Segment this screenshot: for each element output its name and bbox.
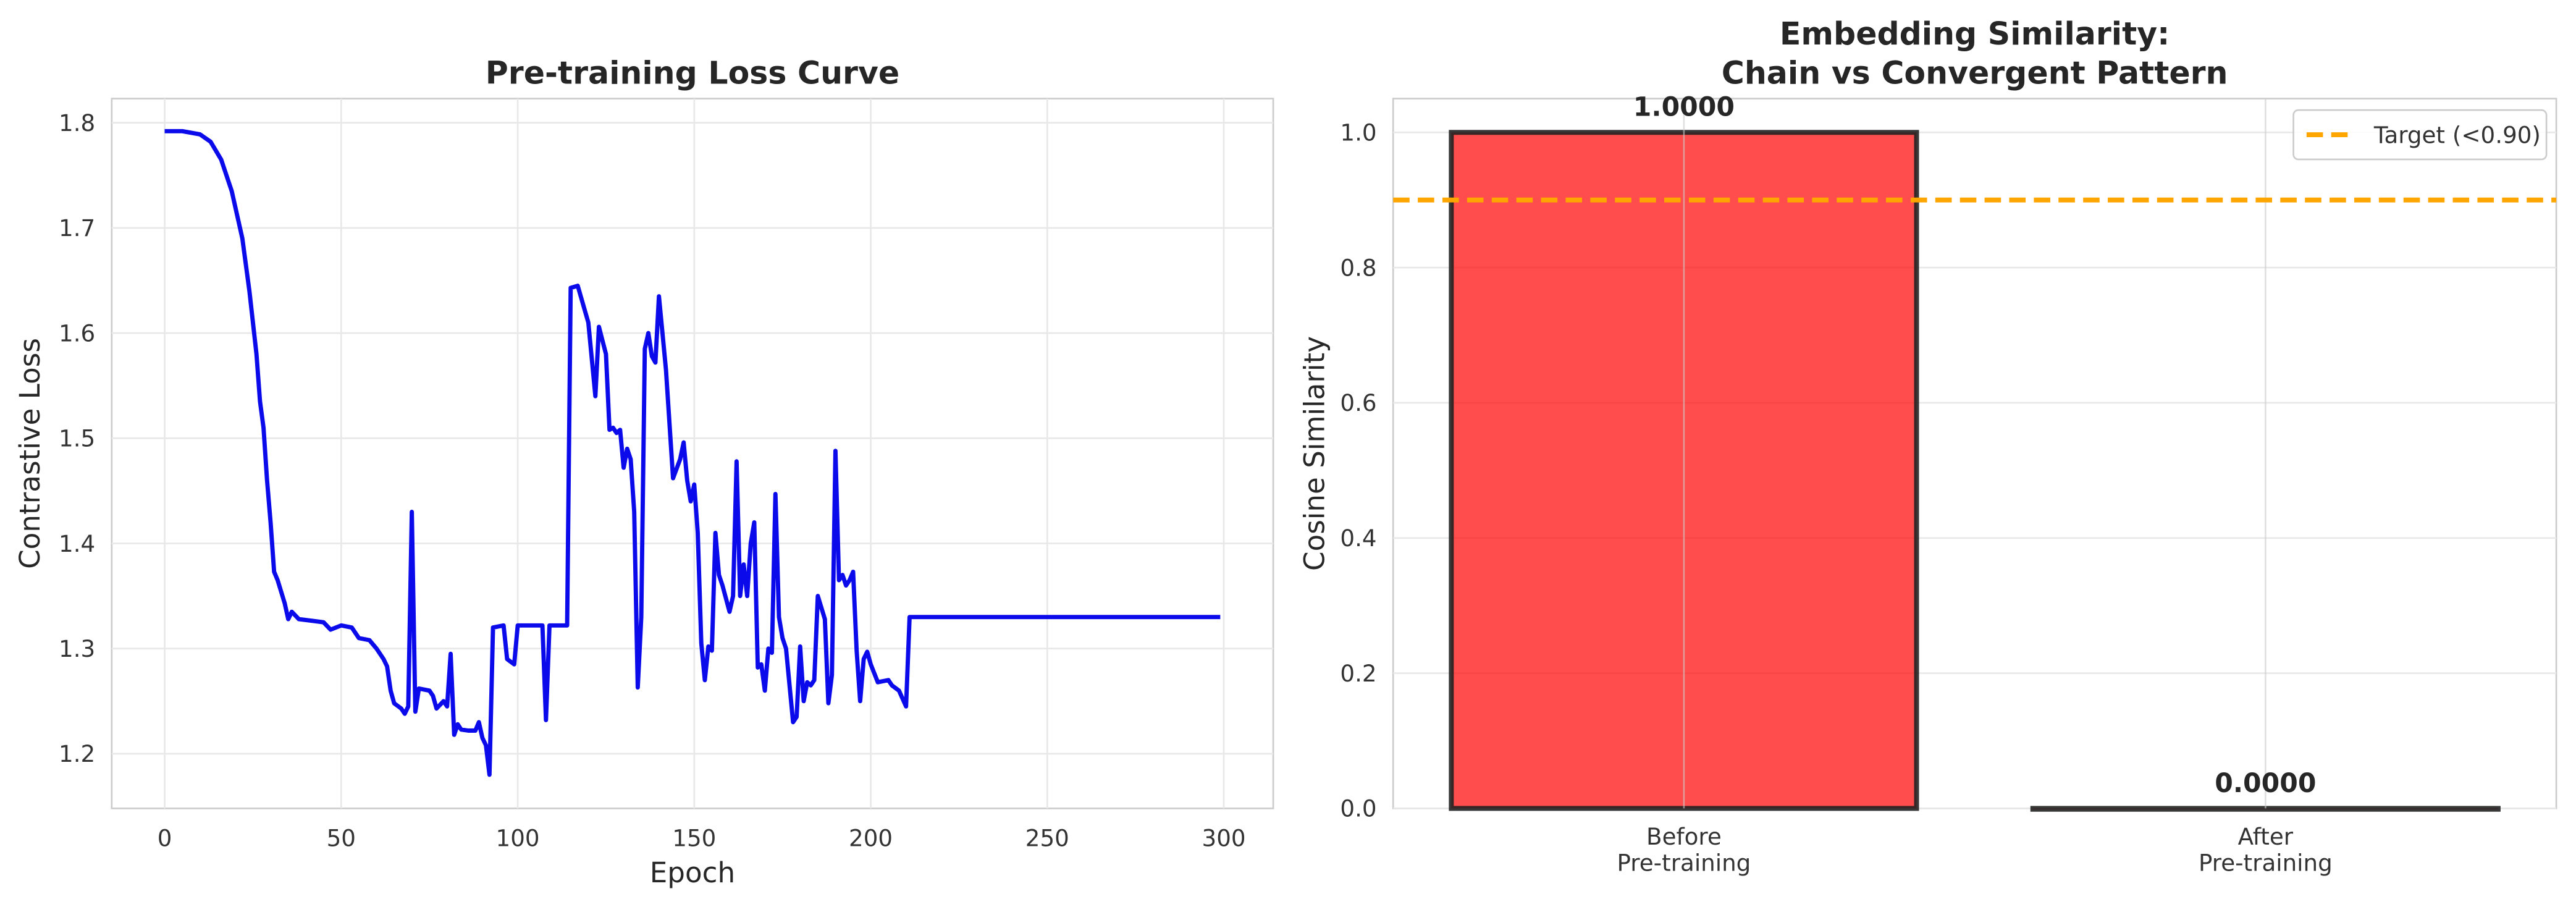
x-tick-label: Before [1646, 823, 1722, 850]
y-tick-label: 0.8 [1340, 254, 1376, 281]
x-tick-label: 200 [849, 825, 893, 852]
x-tick-label: 100 [496, 825, 540, 852]
y-tick-label: 1.7 [59, 214, 95, 242]
y-tick-label: 0.6 [1340, 389, 1376, 416]
chart-title: Chain vs Convergent Pattern [1722, 55, 2228, 91]
chart-title: Pre-training Loss Curve [486, 55, 899, 91]
bar [2030, 806, 2501, 812]
x-tick-label: 300 [1202, 825, 1246, 852]
bar-value-label: 1.0000 [1633, 93, 1735, 123]
x-tick-label: 50 [327, 825, 356, 852]
y-tick-label: 1.3 [59, 635, 95, 662]
y-tick-label: 1.0 [1340, 119, 1376, 146]
y-axis-label: Cosine Similarity [1299, 336, 1331, 571]
x-tick-label: 0 [158, 825, 172, 852]
chart-title: Embedding Similarity: [1780, 15, 2170, 52]
legend-box [2292, 109, 2548, 161]
loss-line [164, 129, 1221, 777]
y-tick-label: 1.2 [59, 740, 95, 767]
y-tick-label: 0.4 [1340, 525, 1376, 552]
plot-area [111, 98, 1274, 809]
y-tick-label: 1.4 [59, 530, 95, 557]
y-tick-label: 1.6 [59, 319, 95, 347]
bar-value-label: 0.0000 [2215, 769, 2316, 799]
x-tick-label: After [2238, 823, 2294, 850]
x-tick-label: 250 [1025, 825, 1069, 852]
y-tick-label: 0.0 [1340, 795, 1376, 822]
y-tick-label: 1.8 [59, 109, 95, 137]
y-axis-label: Contrastive Loss [14, 338, 46, 569]
y-tick-label: 1.5 [59, 425, 95, 452]
legend-label: Target (<0.90) [2373, 121, 2541, 148]
x-tick-label: Pre-training [1617, 849, 1751, 876]
x-axis-label: Epoch [650, 856, 735, 889]
x-tick-label: 150 [672, 825, 716, 852]
y-tick-label: 0.2 [1340, 660, 1376, 687]
x-tick-label: Pre-training [2199, 849, 2333, 876]
